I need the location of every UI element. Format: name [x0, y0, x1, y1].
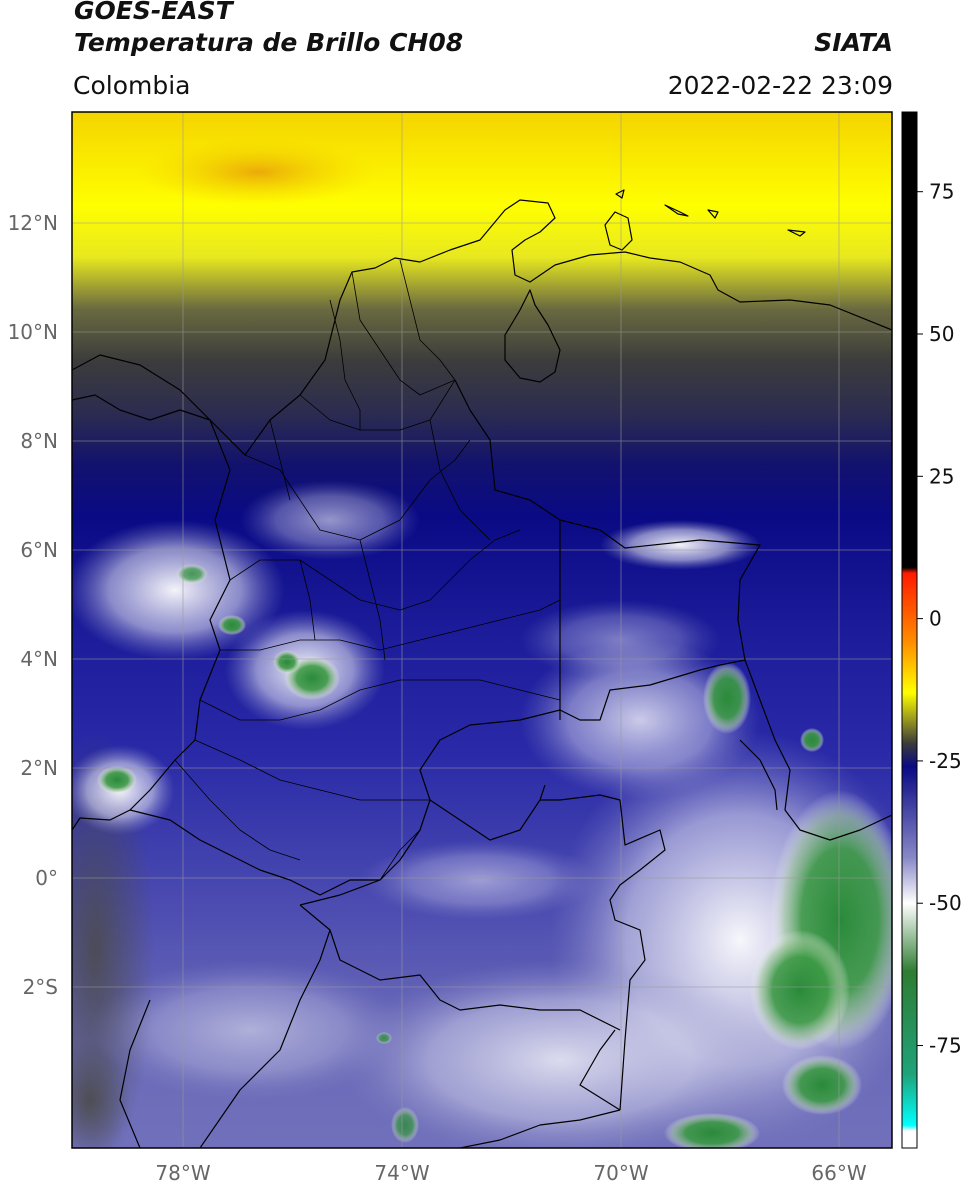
lat-tick-label: 10°N	[8, 320, 58, 344]
lon-tick-labels: 78°W 74°W 70°W 66°W	[155, 1161, 866, 1185]
lat-tick-label: 8°N	[20, 429, 58, 453]
colorbar: 75 50 25 0 -25 -50 -75	[901, 111, 962, 1149]
colorbar-tick-label: -25	[929, 749, 962, 773]
colorbar-tick-label: 75	[929, 180, 954, 204]
lon-tick-label: 70°W	[593, 1161, 648, 1185]
lat-tick-label: 2°S	[23, 975, 58, 999]
lat-tick-labels: 12°N 10°N 8°N 6°N 4°N 2°N 0° 2°S	[8, 211, 58, 999]
colorbar-tick-label: -75	[929, 1034, 962, 1058]
brightness-temperature-field	[72, 112, 892, 1148]
country-borders	[72, 189, 892, 1148]
graticule	[72, 112, 892, 1148]
lat-tick-label: 6°N	[20, 538, 58, 562]
colorbar-tick-label: 25	[929, 464, 954, 488]
department-borders	[174, 259, 561, 881]
lat-tick-label: 12°N	[8, 211, 58, 235]
satellite-title: GOES-EAST	[74, 0, 233, 25]
colorbar-fill	[902, 112, 917, 1148]
lon-tick-label: 74°W	[374, 1161, 429, 1185]
lat-tick-label: 0°	[35, 866, 58, 890]
lat-tick-label: 4°N	[20, 647, 58, 671]
lon-tick-label: 78°W	[155, 1161, 210, 1185]
colorbar-frame	[901, 111, 918, 1149]
map-frame	[71, 111, 893, 1149]
lat-tick-label: 2°N	[20, 756, 58, 780]
colorbar-ticks: 75 50 25 0 -25 -50 -75	[917, 180, 962, 1058]
product-title: Temperatura de Brillo CH08	[74, 28, 464, 57]
colorbar-gradient	[902, 112, 917, 1148]
agency-label: SIATA	[814, 28, 893, 57]
region-label: Colombia	[73, 71, 191, 100]
datetime-label: 2022-02-22 23:09	[667, 71, 893, 100]
colorbar-tick-label: -50	[929, 891, 962, 915]
colorbar-tick-label: 50	[929, 322, 954, 346]
colorbar-tick-label: 0	[929, 607, 942, 631]
lon-tick-label: 66°W	[811, 1161, 866, 1185]
